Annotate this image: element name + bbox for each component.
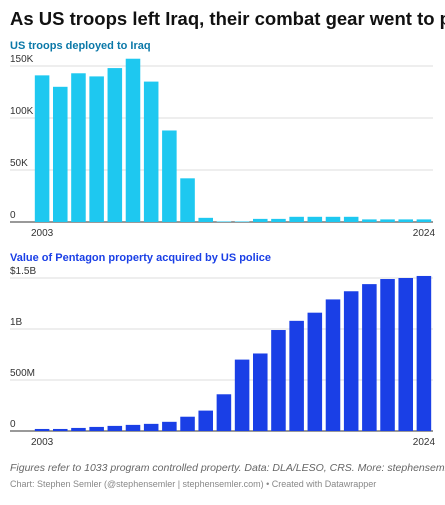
y-tick-label: 100K [10,106,34,117]
y-tick-label: 0 [10,210,16,221]
bar [343,291,359,431]
bar [380,279,395,431]
bar [325,299,341,431]
bar [416,219,432,222]
subtitle: US troops deployed to Iraq [10,40,151,52]
bar [216,394,232,431]
bar [34,75,50,222]
bar [53,428,68,431]
bar [198,410,213,431]
bar [162,130,177,222]
bar [271,218,286,222]
x-tick-label: 2003 [31,437,54,448]
y-tick-label: 150K [10,54,34,65]
y-tick-label: 500M [10,368,35,379]
bar [234,359,250,431]
y-tick-label: 1B [10,317,23,328]
y-tick-label: 50K [10,158,28,169]
bar [143,81,159,222]
bar [343,216,359,222]
bar [180,416,195,431]
bar [198,217,213,222]
x-tick-label: 2003 [31,228,54,239]
y-tick-label: 0 [10,419,16,430]
note: Figures refer to 1033 program controlled… [10,462,445,474]
bar [307,216,323,222]
bar [89,426,104,431]
bar [34,428,50,431]
bar [125,424,141,431]
bar [289,216,304,222]
x-tick-label: 2024 [413,228,436,239]
subtitle: Value of Pentagon property acquired by U… [10,252,271,264]
chart-title: As US troops left Iraq, their combat gea… [10,8,445,29]
y-tick-label: $1.5B [10,266,36,277]
bar [89,76,104,223]
bar [307,312,323,431]
bar [362,284,377,431]
bar [162,421,177,431]
bar [362,219,377,222]
bar [71,427,86,431]
bar [53,86,68,222]
bar [416,275,432,431]
bar [71,73,86,222]
bar [125,58,141,222]
bar [271,330,286,431]
bar [180,178,195,222]
bar [253,218,268,222]
credit: Chart: Stephen Semler (@stephensemler | … [10,479,376,489]
bar [107,68,123,222]
bar [234,221,250,222]
bar [398,219,413,222]
bar [143,423,159,431]
bar [216,221,232,222]
bar [325,216,341,222]
x-tick-label: 2024 [413,437,436,448]
bar [253,353,268,431]
bar [398,278,413,431]
bar [380,219,395,222]
bar [107,425,123,431]
bar [289,320,304,431]
